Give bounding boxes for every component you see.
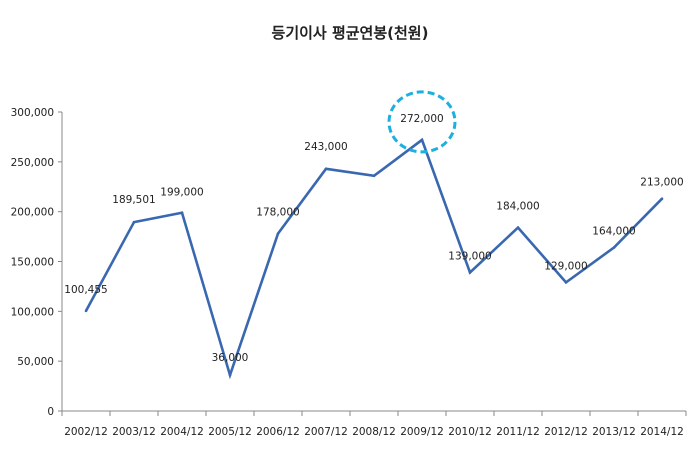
data-label: 36,000	[212, 352, 249, 364]
data-point	[612, 246, 616, 249]
x-tick-label: 2013/12	[592, 426, 636, 438]
data-label: 213,000	[640, 177, 683, 189]
data-point	[420, 138, 424, 142]
data-label: 178,000	[256, 207, 299, 219]
data-point	[180, 211, 184, 214]
x-tick-label: 2008/12	[352, 426, 396, 438]
y-tick-label: 0	[47, 406, 54, 418]
x-tick-label: 2007/12	[304, 426, 348, 438]
x-tick-label: 2011/12	[496, 426, 540, 438]
data-point	[84, 309, 88, 313]
data-point	[228, 373, 232, 377]
data-label: 164,000	[592, 226, 635, 238]
y-tick-label: 100,000	[11, 306, 54, 318]
data-point	[660, 197, 664, 201]
x-tick-label: 2002/12	[64, 426, 108, 438]
data-point	[132, 220, 136, 224]
x-tick-label: 2014/12	[640, 426, 684, 438]
y-tick-label: 300,000	[11, 107, 54, 119]
chart-title: 등기이사 평균연봉(천원)	[271, 24, 429, 42]
x-tick-label: 2003/12	[112, 426, 156, 438]
data-label: 272,000	[400, 113, 443, 125]
data-label: 199,000	[160, 187, 203, 199]
x-tick-label: 2012/12	[544, 426, 588, 438]
data-point	[372, 174, 376, 178]
x-tick-label: 2010/12	[448, 426, 492, 438]
data-label: 129,000	[544, 260, 587, 272]
y-tick-label: 50,000	[17, 356, 54, 368]
data-point	[324, 167, 328, 171]
y-tick-label: 150,000	[11, 257, 54, 269]
data-point	[276, 232, 280, 235]
data-label: 189,501	[112, 194, 155, 206]
data-point	[516, 226, 520, 229]
data-point	[564, 281, 568, 284]
highlight-circle	[387, 90, 457, 154]
y-tick-label: 250,000	[11, 157, 54, 169]
data-label: 139,000	[448, 250, 491, 262]
x-tick-label: 2005/12	[208, 426, 252, 438]
y-tick-label: 200,000	[11, 207, 54, 219]
data-label: 100,455	[64, 284, 107, 296]
data-point	[468, 271, 472, 274]
data-label: 243,000	[304, 141, 347, 153]
data-label: 184,000	[496, 201, 539, 213]
x-tick-label: 2006/12	[256, 426, 300, 438]
x-tick-label: 2009/12	[400, 426, 444, 438]
x-tick-label: 2004/12	[160, 426, 204, 438]
